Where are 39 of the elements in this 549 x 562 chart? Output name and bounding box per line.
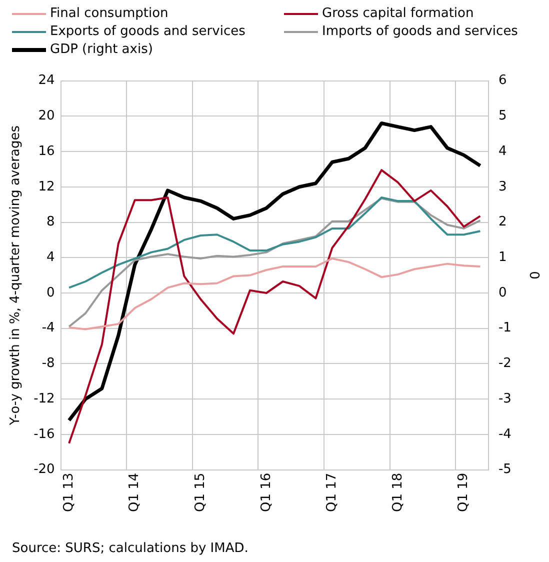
legend-label: Gross capital formation: [322, 6, 474, 21]
y-tick-label: 12: [38, 179, 55, 194]
x-tick-label: Q1 14: [127, 472, 142, 512]
y2-tick-label: 1: [498, 250, 507, 266]
y-tick-label: -20: [34, 462, 55, 478]
y-tick-label: -4: [42, 320, 55, 336]
legend-label: GDP (right axis): [50, 42, 153, 57]
x-tick-label: Q1 18: [390, 472, 406, 512]
y-tick-label: 4: [46, 250, 55, 266]
y-tick-label: 20: [38, 108, 55, 124]
x-tick-label: Q1 15: [193, 472, 208, 512]
y-axis-title: Y-o-y growth in %, 4-quarter moving averages: [8, 125, 24, 426]
y2-tick-label: 6: [498, 73, 507, 88]
legend-label: Exports of goods and services: [50, 24, 246, 39]
source-note: Source: SURS; calculations by IMAD.: [12, 541, 248, 556]
y-tick-label: 8: [46, 214, 55, 230]
x-tick-label: Q1 16: [258, 472, 274, 512]
x-tick-label: Q1 13: [61, 472, 76, 512]
y2-tick-label: -2: [498, 356, 512, 372]
y2-tick-label: 4: [498, 144, 507, 159]
y-tick-label: -12: [34, 391, 55, 406]
y2-tick-label: -4: [498, 426, 512, 442]
legend-label: Imports of goods and services: [322, 24, 518, 39]
y2-tick-label: -3: [498, 391, 512, 406]
y-tick-label: 16: [38, 144, 55, 159]
y2-tick-label: -1: [498, 320, 512, 336]
y2-tick-label: 0: [498, 285, 507, 300]
y2-tick-label: 3: [498, 179, 507, 194]
y-tick-label: -8: [42, 356, 55, 372]
y-tick-label: 0: [46, 285, 55, 300]
y-tick-label: 24: [38, 73, 55, 88]
y2-tick-label: 5: [498, 108, 507, 124]
legend-label: Final consumption: [50, 6, 168, 21]
y2-tick-label: 2: [498, 214, 507, 230]
y2-axis-title: 0: [526, 271, 541, 280]
x-tick-label: Q1 17: [324, 472, 340, 512]
y-tick-label: -16: [34, 426, 55, 442]
y2-tick-label: -5: [498, 462, 512, 478]
x-tick-label: Q1 19: [456, 472, 472, 512]
